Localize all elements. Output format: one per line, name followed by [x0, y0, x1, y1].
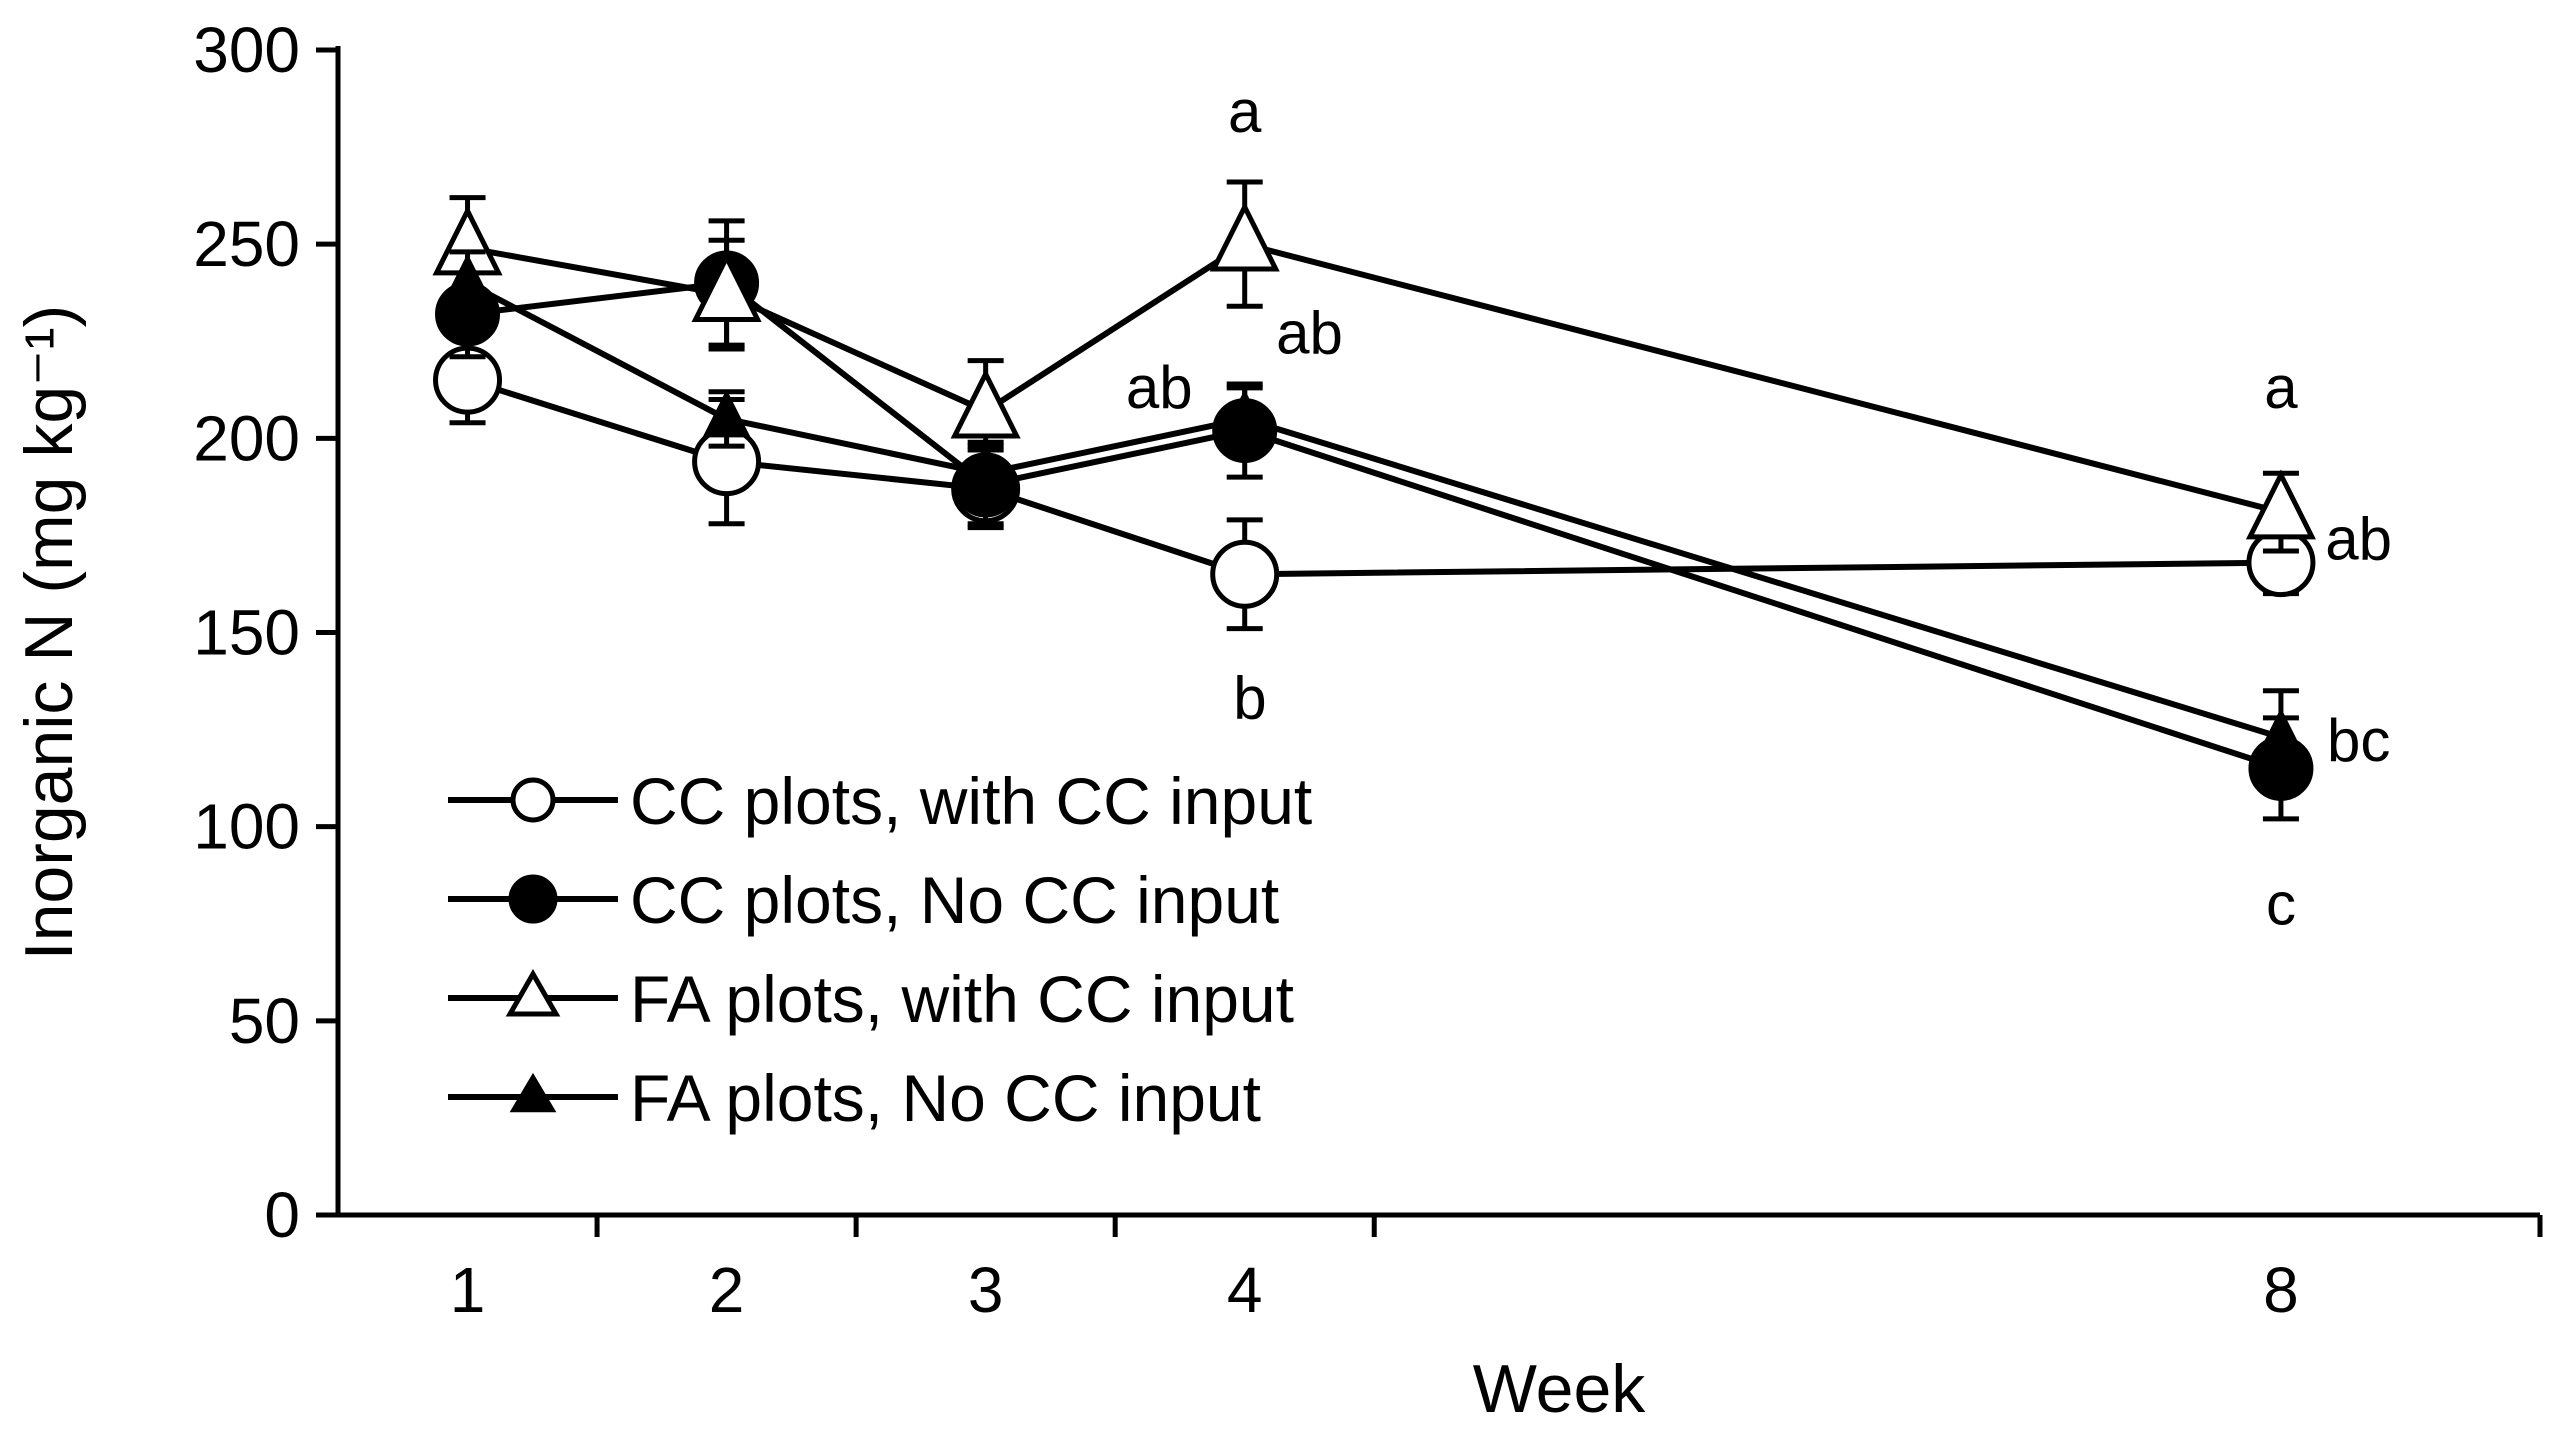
legend-entry: FA plots, No CC input — [448, 1061, 1261, 1135]
y-tick-label: 100 — [193, 791, 300, 863]
y-tick-label: 0 — [264, 1179, 300, 1251]
x-tick-label: 4 — [1227, 1254, 1263, 1326]
x-tick-label: 1 — [450, 1254, 486, 1326]
significance-letter: c — [2266, 870, 2296, 937]
y-tick-label: 250 — [193, 208, 300, 280]
series-4 — [443, 249, 2305, 787]
y-axis-title: Inorganic N (mg kg⁻¹) — [11, 305, 87, 961]
legend-entry: CC plots, No CC input — [448, 863, 1279, 937]
data-point — [2245, 469, 2316, 540]
significance-letters: a ab ab b a ab bc c — [1126, 78, 2392, 937]
y-tick-label: 300 — [193, 14, 300, 86]
x-tick-label: 3 — [968, 1254, 1004, 1326]
legend-marker — [510, 777, 556, 823]
legend-label: CC plots, with CC input — [630, 764, 1312, 838]
data-point — [1220, 389, 1269, 438]
series-3 — [432, 179, 2316, 554]
data-point — [702, 389, 751, 438]
data-point — [961, 443, 1010, 492]
legend-marker — [505, 968, 561, 1017]
data-point — [950, 368, 1021, 439]
x-axis-title: Week — [1473, 1351, 1647, 1427]
legend-entry: FA plots, with CC input — [448, 962, 1294, 1036]
data-point — [443, 253, 492, 302]
data-point — [1209, 201, 1280, 272]
legend-label: CC plots, No CC input — [630, 863, 1279, 937]
legend-label: FA plots, with CC input — [630, 962, 1294, 1036]
x-tick-label: 2 — [709, 1254, 745, 1326]
y-tick-label: 200 — [193, 402, 300, 474]
significance-letter: a — [2264, 354, 2298, 421]
significance-letter: ab — [2325, 505, 2392, 572]
significance-letter: b — [1233, 665, 1266, 732]
y-tick-label: 50 — [229, 985, 300, 1057]
data-point — [1210, 539, 1280, 609]
legend: CC plots, with CC input CC plots, No CC i… — [448, 764, 1312, 1135]
legend-marker — [508, 874, 558, 924]
x-tick-label: 8 — [2263, 1254, 2299, 1326]
legend-marker — [509, 1072, 557, 1113]
significance-letter: bc — [2327, 707, 2390, 774]
series-layer — [432, 179, 2316, 822]
legend-label: FA plots, No CC input — [630, 1061, 1261, 1135]
significance-letter: ab — [1276, 299, 1343, 366]
axes: 0 50 100 150 200 250 300 1 2 3 4 8 Week Inorganic N (… — [11, 14, 2543, 1427]
data-point — [2256, 707, 2305, 756]
significance-letter: a — [1228, 78, 1262, 145]
data-point — [691, 251, 762, 322]
legend-entry: CC plots, with CC input — [448, 764, 1312, 838]
series-1 — [433, 334, 2316, 632]
y-tick-label: 150 — [193, 597, 300, 669]
significance-letter: ab — [1126, 354, 1193, 421]
